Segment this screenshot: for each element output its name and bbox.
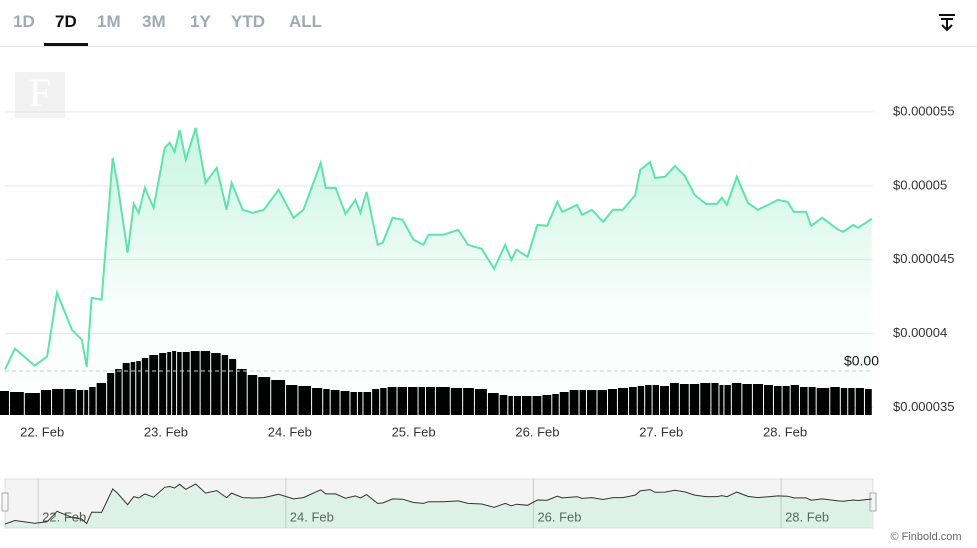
range-tab[interactable]: 3M xyxy=(142,12,166,31)
nav-handle[interactable] xyxy=(1,492,9,512)
nav-tick-label: 24. Feb xyxy=(290,509,334,524)
y-tick-label: $0.000055 xyxy=(893,103,954,118)
nav-line xyxy=(4,483,872,525)
price-line xyxy=(4,127,873,371)
logo: F xyxy=(29,70,51,115)
download-icon[interactable] xyxy=(939,14,955,32)
nav-handle[interactable] xyxy=(869,492,877,512)
nav-tick-label: 22. Feb xyxy=(42,509,86,524)
x-tick-label: 25. Feb xyxy=(392,424,436,439)
x-tick-label: 22. Feb xyxy=(20,424,64,439)
range-tab[interactable]: 1M xyxy=(97,12,121,31)
y-tick-label: $0.00004 xyxy=(893,325,947,340)
x-tick-label: 27. Feb xyxy=(639,424,683,439)
nav-tick-label: 26. Feb xyxy=(537,509,581,524)
nav-tick-label: 28. Feb xyxy=(785,509,829,524)
active-underline xyxy=(44,43,88,46)
x-tick-label: 24. Feb xyxy=(268,424,312,439)
nav-area xyxy=(5,484,872,528)
x-tick-label: 28. Feb xyxy=(763,424,807,439)
range-tab[interactable]: 1Y xyxy=(190,12,211,31)
credit: © Finbold.com xyxy=(890,531,961,543)
logo-box xyxy=(15,72,65,118)
range-tab[interactable]: ALL xyxy=(289,12,323,31)
y-tick-label: $0.000045 xyxy=(893,251,954,266)
navigator[interactable] xyxy=(4,478,874,529)
y-tick-label: $0.000035 xyxy=(893,399,954,414)
range-tab[interactable]: YTD xyxy=(231,12,265,31)
area-fill xyxy=(5,127,872,416)
volume-bar xyxy=(0,391,9,415)
range-tabs: 1D 7D 1M 3M 1Y YTD ALL xyxy=(0,0,977,47)
range-tab[interactable]: 7D xyxy=(55,12,77,31)
x-tick-label: 23. Feb xyxy=(144,424,188,439)
x-tick-label: 26. Feb xyxy=(515,424,559,439)
y-tick-label: $0.00005 xyxy=(893,177,947,192)
range-tab[interactable]: 1D xyxy=(13,12,35,31)
